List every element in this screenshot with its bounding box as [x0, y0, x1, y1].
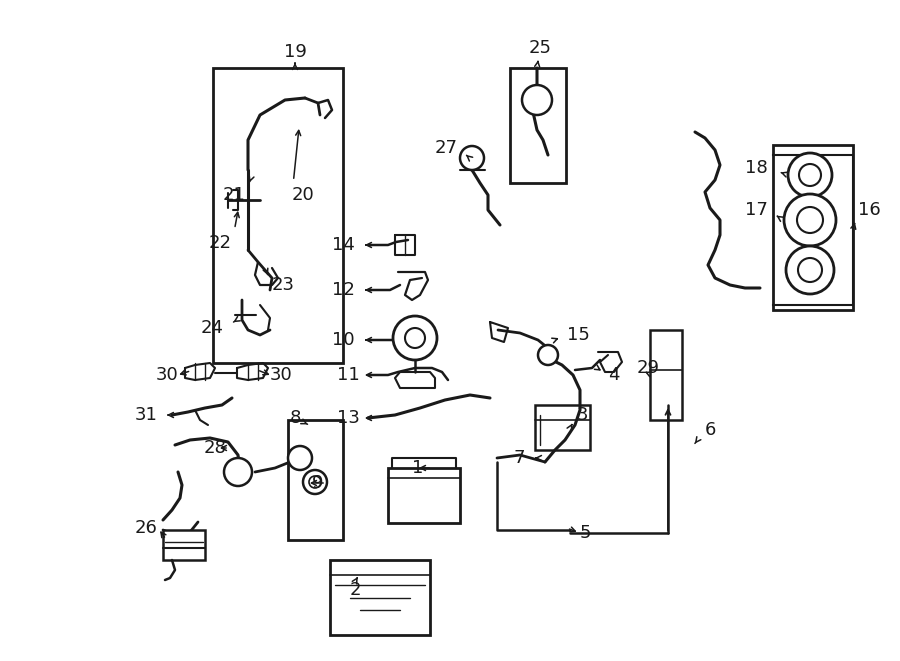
Text: 3: 3 [577, 406, 589, 424]
Text: 31: 31 [135, 406, 158, 424]
Circle shape [405, 328, 425, 348]
Circle shape [797, 207, 823, 233]
Circle shape [393, 316, 437, 360]
Text: 30: 30 [155, 366, 178, 384]
Text: 11: 11 [338, 366, 360, 384]
Text: 24: 24 [201, 319, 224, 337]
Text: 21: 21 [222, 186, 245, 204]
Text: 19: 19 [284, 43, 306, 61]
Text: 28: 28 [203, 439, 227, 457]
Text: 17: 17 [745, 201, 768, 219]
Text: 23: 23 [272, 276, 295, 294]
Text: 5: 5 [580, 524, 591, 542]
Circle shape [309, 476, 321, 488]
Bar [535, 405, 590, 450]
Text: 1: 1 [412, 459, 424, 477]
Bar [213, 68, 343, 363]
Circle shape [538, 345, 558, 365]
Bar [388, 468, 460, 523]
Text: 18: 18 [745, 159, 768, 177]
Text: 26: 26 [135, 519, 158, 537]
Circle shape [522, 85, 552, 115]
Text: 30: 30 [270, 366, 292, 384]
Bar [510, 68, 566, 183]
Circle shape [798, 258, 822, 282]
Text: 12: 12 [332, 281, 355, 299]
Circle shape [288, 446, 312, 470]
Text: 4: 4 [608, 366, 619, 384]
Bar [163, 530, 205, 560]
Circle shape [460, 146, 484, 170]
Text: 16: 16 [858, 201, 881, 219]
Circle shape [303, 470, 327, 494]
Text: 15: 15 [567, 326, 590, 344]
Circle shape [224, 458, 252, 486]
Bar [330, 560, 430, 635]
Text: 6: 6 [705, 421, 716, 439]
Text: 10: 10 [332, 331, 355, 349]
Text: 22: 22 [209, 234, 232, 252]
Text: 27: 27 [435, 139, 458, 157]
Text: 25: 25 [528, 39, 552, 57]
Text: 29: 29 [637, 359, 660, 377]
Text: 7: 7 [514, 449, 525, 467]
Text: 13: 13 [338, 409, 360, 427]
Bar [650, 330, 682, 420]
Text: 14: 14 [332, 236, 355, 254]
Text: 2: 2 [350, 581, 362, 599]
Circle shape [788, 153, 832, 197]
Circle shape [784, 194, 836, 246]
Circle shape [799, 164, 821, 186]
Text: 8: 8 [289, 409, 301, 427]
Text: 9: 9 [312, 474, 323, 492]
Circle shape [786, 246, 834, 294]
Bar [773, 145, 853, 310]
Text: 20: 20 [292, 186, 315, 204]
Bar [288, 420, 343, 540]
